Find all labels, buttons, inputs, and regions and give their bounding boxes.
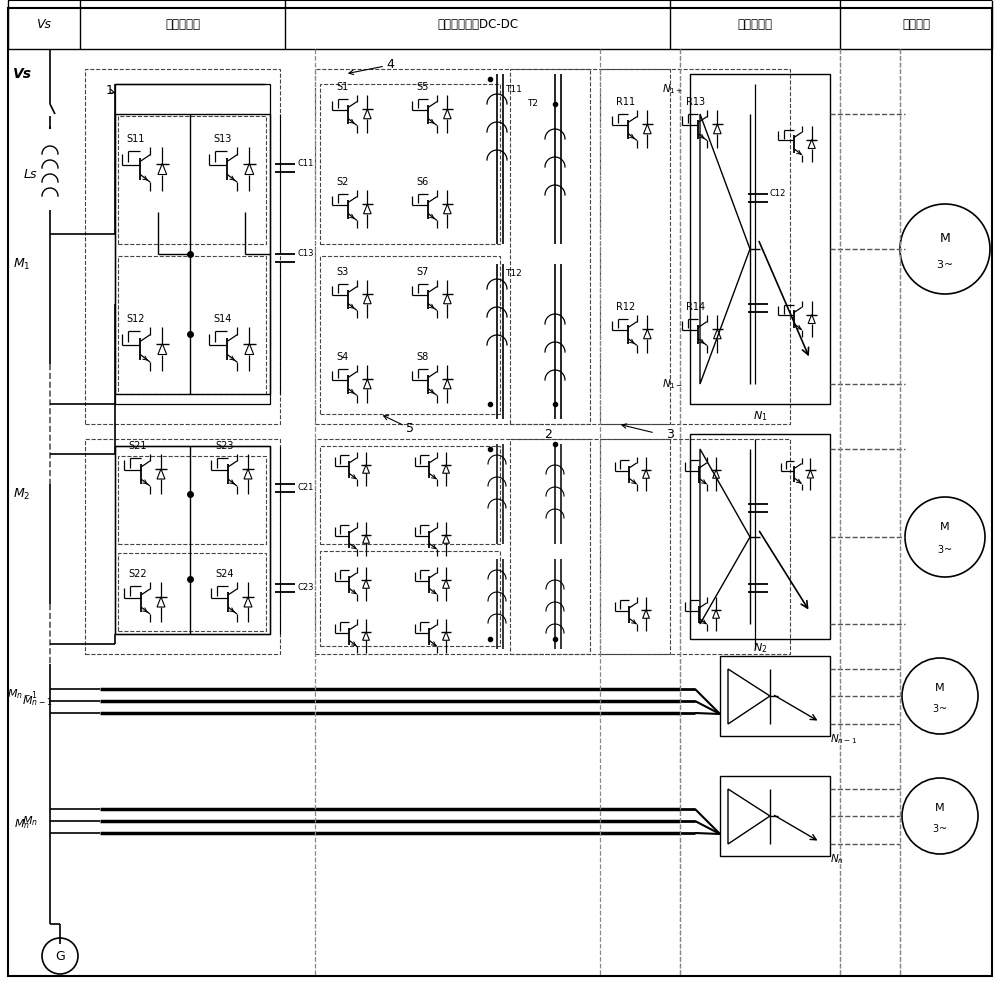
Text: T12: T12	[505, 270, 522, 278]
Bar	[320, 84, 500, 244]
Text: $3$~: $3$~	[932, 822, 948, 834]
Text: $M_{n-1}$: $M_{n-1}$	[7, 687, 37, 701]
Text: $N_2$: $N_2$	[753, 642, 767, 655]
Bar	[118, 116, 266, 244]
Text: 5: 5	[406, 422, 414, 436]
Text: 牵引电机: 牵引电机	[902, 19, 930, 31]
Text: $3$~: $3$~	[937, 543, 953, 555]
Text: 中频隔离双向DC-DC: 中频隔离双向DC-DC	[437, 19, 519, 31]
Bar	[720, 656, 830, 736]
Text: C11: C11	[298, 159, 314, 168]
Bar	[118, 456, 266, 544]
Text: R12: R12	[616, 302, 635, 312]
Text: $M_n$: $M_n$	[14, 817, 30, 830]
Bar	[320, 551, 500, 646]
Text: 1: 1	[106, 85, 114, 97]
Text: S1: S1	[336, 82, 348, 92]
Bar	[690, 434, 830, 639]
Text: S24: S24	[215, 569, 234, 579]
Text: C21: C21	[298, 482, 314, 491]
Bar	[320, 446, 500, 544]
Text: Vs: Vs	[36, 19, 52, 31]
Bar	[600, 439, 790, 654]
Text: $M_{n-1}$: $M_{n-1}$	[22, 694, 52, 707]
Text: T11: T11	[505, 85, 522, 93]
Text: S2: S2	[336, 177, 348, 187]
Text: M: M	[940, 232, 950, 245]
Text: M: M	[940, 522, 950, 532]
Text: S13: S13	[213, 134, 231, 144]
Text: 级联整流器: 级联整流器	[166, 19, 200, 31]
Text: $3$~: $3$~	[936, 258, 954, 270]
Text: 3: 3	[666, 428, 674, 442]
Bar	[315, 439, 670, 654]
Text: S22: S22	[128, 569, 147, 579]
Bar	[690, 74, 830, 404]
Text: 4: 4	[386, 57, 394, 71]
Text: S3: S3	[336, 267, 348, 277]
Text: R13: R13	[686, 97, 705, 107]
Text: S23: S23	[215, 441, 234, 451]
Bar	[510, 439, 590, 654]
Text: T2: T2	[527, 99, 538, 108]
Text: S5: S5	[416, 82, 428, 92]
Text: $3$~: $3$~	[932, 702, 948, 714]
Text: 牵引逆变器: 牵引逆变器	[738, 19, 772, 31]
Bar	[115, 446, 270, 634]
Text: $N_{1+}$: $N_{1+}$	[662, 82, 683, 95]
Text: R11: R11	[616, 97, 635, 107]
Text: S21: S21	[128, 441, 146, 451]
Text: M: M	[935, 803, 945, 813]
Text: S11: S11	[126, 134, 144, 144]
Bar	[720, 776, 830, 856]
Bar	[118, 553, 266, 631]
Text: S7: S7	[416, 267, 428, 277]
Bar	[320, 256, 500, 414]
Text: C12: C12	[770, 190, 786, 199]
Text: Ls: Ls	[23, 167, 37, 180]
Text: $N_1$: $N_1$	[753, 409, 767, 423]
Text: $N_{n-1}$: $N_{n-1}$	[830, 732, 857, 746]
Text: S14: S14	[213, 314, 231, 324]
Text: R14: R14	[686, 302, 705, 312]
Text: C13: C13	[298, 250, 314, 259]
Text: M: M	[935, 683, 945, 693]
Bar	[510, 69, 590, 424]
Text: S8: S8	[416, 352, 428, 362]
Text: $N_{1-}$: $N_{1-}$	[662, 377, 683, 391]
Text: G: G	[55, 950, 65, 962]
Text: S6: S6	[416, 177, 428, 187]
Bar	[85, 69, 280, 424]
Bar	[600, 69, 790, 424]
Text: $N_n$: $N_n$	[830, 852, 844, 866]
Bar	[315, 69, 670, 424]
Bar	[118, 256, 266, 394]
Bar	[115, 84, 270, 404]
Text: C23: C23	[298, 583, 314, 591]
Text: 2: 2	[544, 428, 552, 442]
Text: $M_2$: $M_2$	[13, 486, 31, 502]
Bar	[85, 439, 280, 654]
Text: S4: S4	[336, 352, 348, 362]
Text: Vs: Vs	[12, 67, 32, 81]
Text: S12: S12	[126, 314, 144, 324]
Text: $M_1$: $M_1$	[13, 257, 31, 272]
Text: $M_n$: $M_n$	[22, 814, 38, 828]
